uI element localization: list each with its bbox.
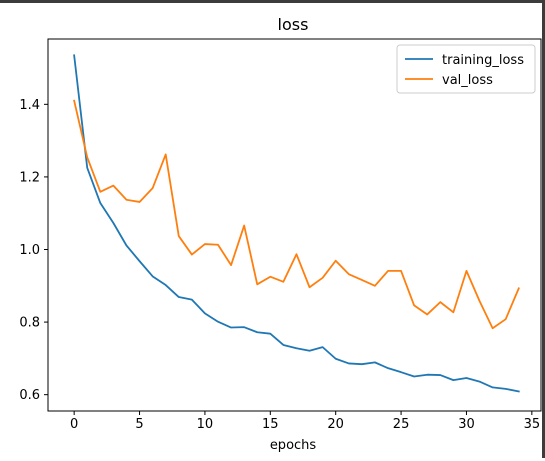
series-line-training-loss <box>73 54 520 393</box>
x-axis-label: epochs <box>270 438 317 453</box>
x-tick-label: 0 <box>70 417 78 432</box>
legend-box <box>396 44 536 94</box>
x-tick-label: 35 <box>524 417 541 432</box>
loss-chart: loss 0 5 10 15 20 25 30 35 0.6 0.8 1.0 1.2 1.4 epoch… <box>19 15 542 453</box>
plot-area <box>48 39 541 411</box>
y-tick-label: 1.2 <box>19 170 40 185</box>
y-tick-label: 1.0 <box>19 243 40 258</box>
axes-layer: 0 5 10 15 20 25 30 35 0.6 0.8 1.0 1.2 1.4 <box>19 38 542 432</box>
plot-spines <box>47 38 542 412</box>
legend-label-val-loss: val_loss <box>442 73 493 88</box>
x-tick-label: 20 <box>327 417 344 432</box>
chart-title: loss <box>278 15 309 34</box>
y-tick-label: 0.6 <box>19 388 40 403</box>
legend-label-training-loss: training_loss <box>442 53 524 68</box>
x-tick-label: 15 <box>262 417 279 432</box>
y-tick-label: 0.8 <box>19 316 40 331</box>
x-tick-label: 25 <box>393 417 410 432</box>
legend: training_loss val_loss <box>396 44 536 94</box>
series-layer <box>73 54 520 393</box>
series-line-val-loss <box>73 99 520 330</box>
x-tick-label: 10 <box>197 417 214 432</box>
x-tick-label: 5 <box>135 417 143 432</box>
x-tick-label: 30 <box>458 417 475 432</box>
y-tick-label: 1.4 <box>19 98 40 113</box>
